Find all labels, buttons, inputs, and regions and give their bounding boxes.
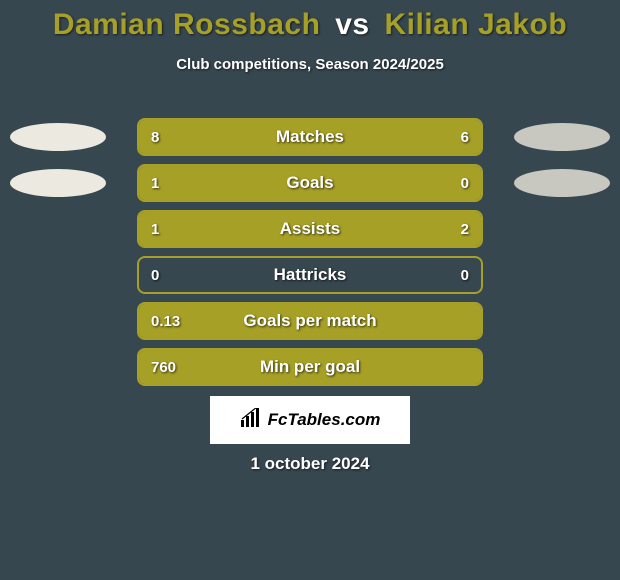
bar-fill-player2 [252, 212, 481, 246]
bar-fill-player2 [402, 166, 481, 200]
stat-row: 10Goals [0, 164, 620, 202]
stat-bar: 760Min per goal [137, 348, 483, 386]
stat-bar: 12Assists [137, 210, 483, 248]
logo-chart-icon [240, 408, 262, 433]
subtitle: Club competitions, Season 2024/2025 [0, 56, 620, 73]
player1-name: Damian Rossbach [53, 8, 321, 41]
stat-label: Hattricks [139, 258, 481, 292]
date-text: 1 october 2024 [0, 454, 620, 474]
stat-value-player2: 0 [461, 258, 469, 292]
player2-ellipse [514, 123, 610, 151]
bar-fill-player1 [139, 304, 481, 338]
stat-bar: 86Matches [137, 118, 483, 156]
stat-row: 12Assists [0, 210, 620, 248]
bar-fill-player2 [334, 120, 481, 154]
stat-bar: 0 0Hattricks [137, 256, 483, 294]
vs-text: vs [335, 8, 369, 41]
stat-bar: 10Goals [137, 164, 483, 202]
stat-row: 0.13Goals per match [0, 302, 620, 340]
stat-row: 0 0Hattricks [0, 256, 620, 294]
bar-fill-player1 [139, 350, 481, 384]
logo-badge: FcTables.com [210, 396, 410, 444]
page-title: Damian Rossbach vs Kilian Jakob [0, 0, 620, 42]
player1-ellipse [10, 123, 106, 151]
player1-ellipse [10, 169, 106, 197]
stat-bar: 0.13Goals per match [137, 302, 483, 340]
stat-row: 86Matches [0, 118, 620, 156]
stat-value-player1: 0 [151, 258, 159, 292]
bar-fill-player1 [139, 212, 252, 246]
stat-row: 760Min per goal [0, 348, 620, 386]
player2-name: Kilian Jakob [384, 8, 567, 41]
bar-fill-player1 [139, 166, 402, 200]
bar-fill-player1 [139, 120, 334, 154]
logo-text: FcTables.com [268, 410, 381, 430]
comparison-chart: 86Matches 10Goals 12Assists 0 0Hattricks 0.13… [0, 118, 620, 394]
player2-ellipse [514, 169, 610, 197]
